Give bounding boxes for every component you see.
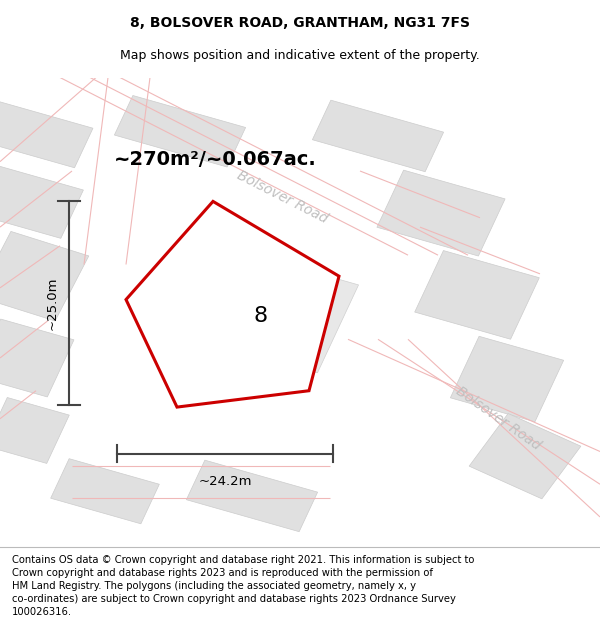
Polygon shape	[50, 459, 160, 524]
Polygon shape	[115, 96, 245, 167]
Text: Contains OS data © Crown copyright and database right 2021. This information is : Contains OS data © Crown copyright and d…	[12, 554, 475, 618]
Text: 8, BOLSOVER ROAD, GRANTHAM, NG31 7FS: 8, BOLSOVER ROAD, GRANTHAM, NG31 7FS	[130, 16, 470, 30]
Text: ~270m²/~0.067ac.: ~270m²/~0.067ac.	[114, 150, 317, 169]
Text: Bolsover Road: Bolsover Road	[235, 168, 329, 226]
Text: Map shows position and indicative extent of the property.: Map shows position and indicative extent…	[120, 49, 480, 62]
Polygon shape	[451, 336, 563, 422]
Polygon shape	[126, 201, 339, 407]
Text: Bolsover Road: Bolsover Road	[453, 384, 543, 453]
Polygon shape	[469, 414, 581, 499]
Text: ~24.2m: ~24.2m	[198, 475, 252, 488]
Polygon shape	[187, 460, 317, 532]
Polygon shape	[0, 398, 69, 463]
Polygon shape	[415, 251, 539, 339]
Polygon shape	[0, 164, 83, 238]
Text: 8: 8	[254, 306, 268, 326]
Text: ~25.0m: ~25.0m	[46, 276, 59, 330]
Polygon shape	[377, 170, 505, 256]
Polygon shape	[0, 231, 89, 321]
Polygon shape	[313, 100, 443, 172]
Polygon shape	[0, 319, 74, 397]
Polygon shape	[0, 99, 93, 168]
Polygon shape	[193, 250, 359, 372]
